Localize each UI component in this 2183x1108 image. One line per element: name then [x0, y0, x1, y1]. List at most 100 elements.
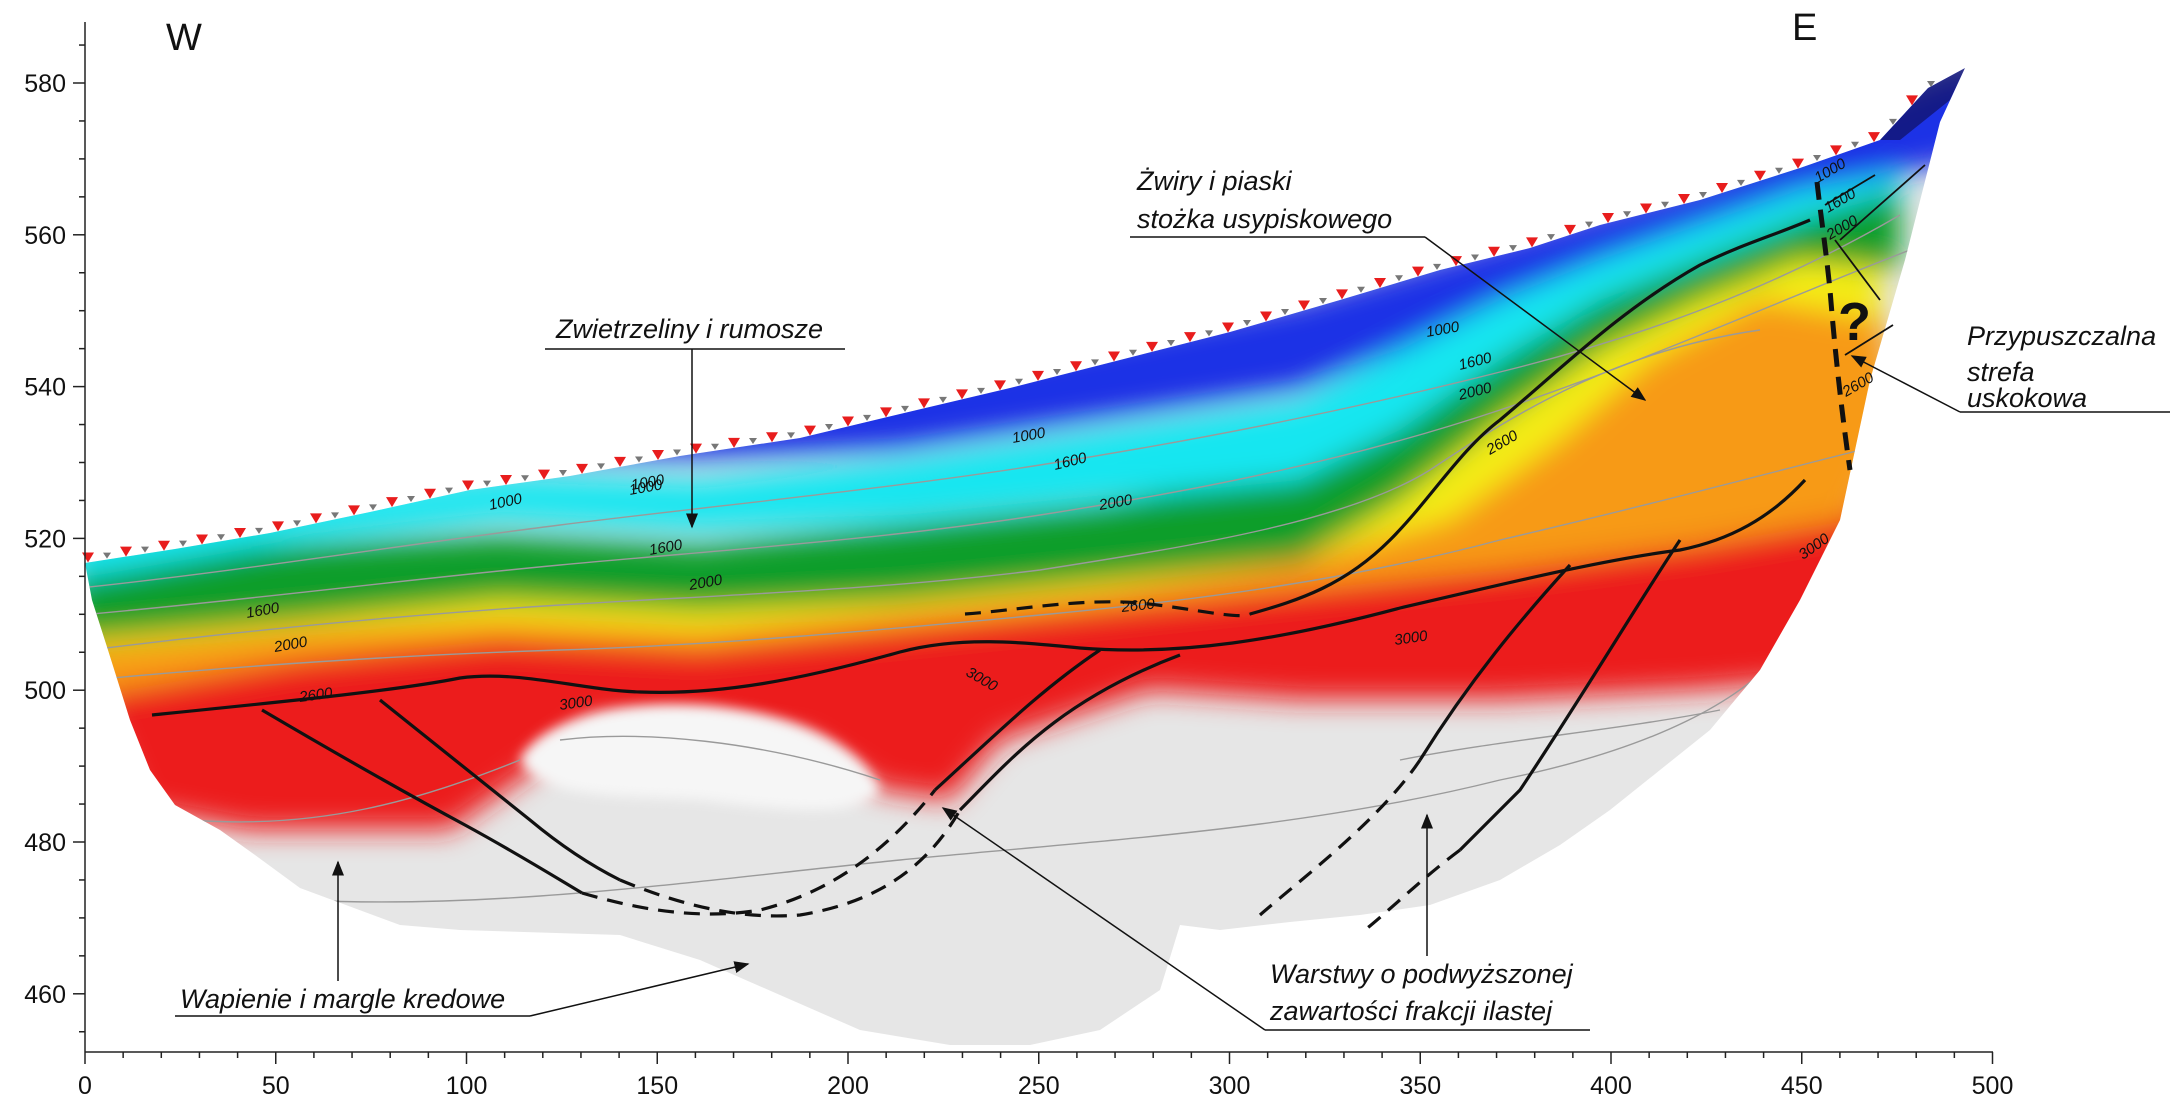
electrode-marker	[1243, 320, 1251, 327]
fault-zone-tick-3	[1844, 324, 1894, 356]
electrode-marker	[1260, 311, 1272, 322]
electrode-marker	[1623, 211, 1631, 218]
electrode-marker	[1129, 349, 1137, 356]
electrode-marker	[1488, 246, 1500, 257]
electrode-marker	[673, 449, 681, 456]
electrode-marker	[1889, 118, 1897, 125]
electrode-marker	[1792, 158, 1804, 169]
electrode-marker	[1716, 182, 1728, 193]
electrode-marker	[538, 469, 550, 480]
isoline-label: 1000	[487, 490, 524, 514]
clay-layer-3	[1418, 563, 1572, 761]
electrode-marker	[690, 443, 702, 454]
x-tick-label: 300	[1209, 1072, 1251, 1100]
annotation-fault-arrow	[1850, 355, 1961, 413]
annotation-gravels-line1: Żwiry i piaski	[1136, 166, 1293, 196]
x-tick-label: 350	[1399, 1072, 1441, 1100]
y-tick-label: 500	[24, 677, 66, 705]
electrode-marker	[1471, 254, 1479, 261]
electrode-marker	[766, 432, 778, 443]
electrode-marker	[652, 450, 664, 460]
isoline-label: 1600	[648, 536, 684, 559]
fault-zone-dashed	[1814, 181, 1853, 471]
y-tick-label: 580	[24, 70, 66, 98]
electrode-marker	[1298, 300, 1310, 311]
axes	[73, 22, 1994, 1064]
electrode-marker	[331, 512, 339, 519]
electrode-marker	[1813, 155, 1821, 162]
electrode-marker	[1146, 341, 1158, 352]
x-tick-label: 50	[262, 1072, 290, 1100]
isoline-label: 1000	[1011, 424, 1047, 447]
electrode-marker	[1526, 237, 1538, 248]
electrode-marker	[1357, 286, 1365, 293]
electrode-marker	[310, 513, 322, 524]
electrode-marker	[994, 380, 1006, 391]
electrode-marker	[1222, 322, 1234, 333]
electrode-marker	[483, 480, 491, 487]
annotation-weathered: Zwietrzeliny i rumosze	[545, 314, 845, 529]
electrode-marker	[500, 474, 512, 485]
electrode-marker	[407, 495, 415, 502]
y-tick-label: 520	[24, 525, 66, 553]
x-tick-label: 100	[446, 1072, 488, 1100]
electrode-marker	[462, 480, 474, 491]
annotation-fault-line1: Przypuszczalna	[1967, 321, 2156, 351]
electrode-marker	[1661, 201, 1669, 208]
electrode-marker	[614, 456, 626, 467]
electrode-marker	[369, 504, 377, 511]
gravel-fan-base-dashed	[964, 600, 1251, 618]
electrode-marker	[141, 546, 149, 553]
clay-layer-1-solid-end	[933, 648, 1101, 792]
electrode-marker	[1205, 330, 1213, 337]
annotation-clay: Warstwy o podwyższonej zawartości frakcj…	[941, 807, 1590, 1031]
annotation-weathered-text: Zwietrzeliny i rumosze	[555, 314, 823, 344]
y-tick-label: 460	[24, 981, 66, 1009]
electrode-marker	[977, 387, 985, 394]
electrode-marker	[217, 534, 225, 541]
clay-layer-4-dashed	[1364, 848, 1461, 932]
annotation-limestone-text: Wapienie i margle kredowe	[180, 984, 505, 1014]
x-tick-label: 450	[1781, 1072, 1823, 1100]
electrode-marker	[576, 463, 588, 474]
x-tick-label: 400	[1590, 1072, 1632, 1100]
clay-layer-4	[1458, 539, 1682, 852]
electrode-marker	[787, 432, 795, 439]
isoline-label: 1000	[628, 476, 664, 499]
annotation-gravels: Żwiry i piaski stożka usypiskowego	[1130, 166, 1647, 401]
electrode-marker	[120, 546, 132, 557]
annotation-gravels-arrow	[1424, 236, 1647, 401]
electrode-marker	[597, 463, 605, 470]
electrode-marker	[1547, 234, 1555, 241]
electrode-marker	[1775, 167, 1783, 174]
electrode-marker	[1868, 132, 1880, 143]
annotation-clay-line2: zawartości frakcji ilastej	[1269, 996, 1553, 1026]
west-direction-label: W	[166, 17, 202, 59]
electrode-marker	[880, 407, 892, 418]
electrode-marker	[749, 438, 757, 445]
electrode-marker	[1108, 351, 1120, 362]
electrode-marker	[863, 414, 871, 421]
isoline-label: 2000	[1097, 491, 1134, 514]
electrode-marker	[293, 520, 301, 527]
electrode-marker	[196, 534, 208, 545]
isoline-label: 1000	[630, 471, 666, 494]
electrode-marker	[1830, 145, 1842, 156]
electrode-marker	[939, 396, 947, 403]
electrode-marker	[901, 405, 909, 412]
electrode-marker	[1395, 275, 1403, 282]
electrode-marker	[842, 416, 854, 427]
electrode-marker	[728, 437, 740, 448]
electrode-marker	[1015, 378, 1023, 385]
electrode-marker	[1699, 192, 1707, 199]
isoline-label: 3000	[1393, 627, 1429, 649]
x-tick-label: 0	[78, 1072, 92, 1100]
electrode-marker	[1927, 81, 1935, 87]
layer-boundary-bottom	[151, 478, 1807, 717]
y-axis-tick-labels: 460 480 500 520 540 560 580	[24, 70, 66, 1009]
electrode-marker	[424, 488, 436, 499]
electrode-marker	[103, 552, 111, 559]
annotation-clay-line1: Warstwy o podwyższonej	[1270, 959, 1574, 989]
annotation-fault-line2: strefa	[1967, 357, 2035, 387]
x-tick-label: 250	[1018, 1072, 1060, 1100]
